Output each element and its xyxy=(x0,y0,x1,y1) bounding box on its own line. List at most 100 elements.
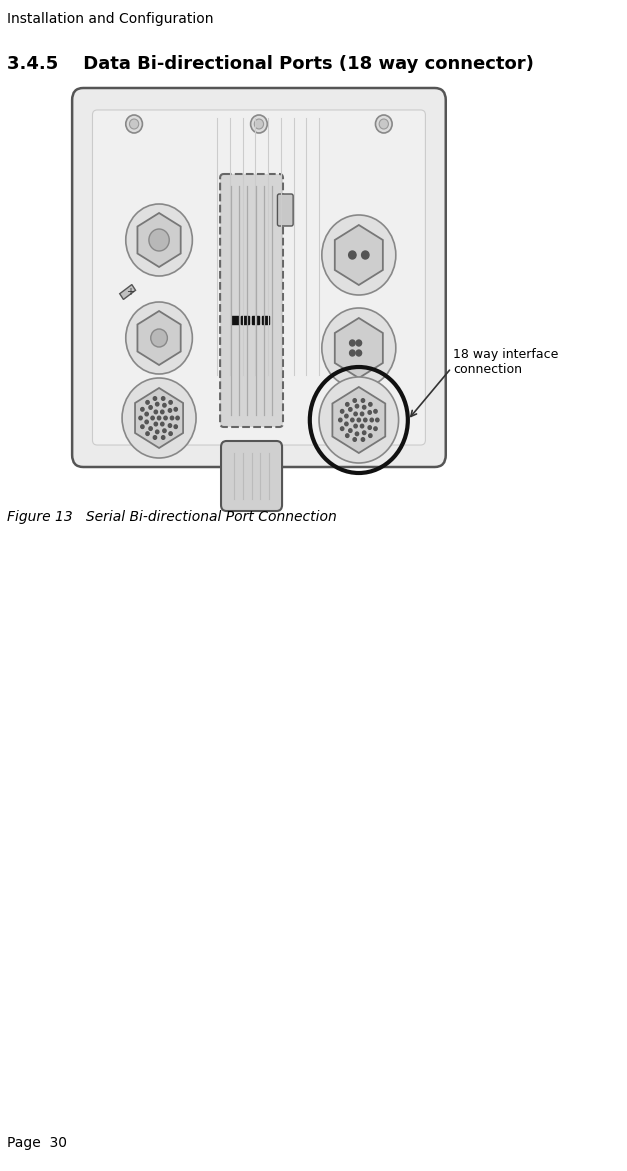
Circle shape xyxy=(354,412,357,416)
Circle shape xyxy=(368,426,371,430)
Circle shape xyxy=(174,425,177,429)
Circle shape xyxy=(374,427,377,431)
Circle shape xyxy=(153,397,157,400)
Circle shape xyxy=(349,408,352,411)
Circle shape xyxy=(154,410,157,413)
Circle shape xyxy=(126,422,142,440)
FancyBboxPatch shape xyxy=(72,88,446,467)
Circle shape xyxy=(163,429,166,432)
Circle shape xyxy=(126,204,192,276)
FancyBboxPatch shape xyxy=(277,194,293,226)
Circle shape xyxy=(340,427,344,431)
Circle shape xyxy=(163,404,166,408)
Circle shape xyxy=(176,416,179,419)
Circle shape xyxy=(162,397,165,400)
Circle shape xyxy=(361,398,365,403)
Circle shape xyxy=(168,409,172,412)
Circle shape xyxy=(345,433,349,438)
Circle shape xyxy=(362,405,366,409)
Circle shape xyxy=(368,411,371,415)
Circle shape xyxy=(350,340,355,345)
Circle shape xyxy=(339,418,342,422)
Text: +: + xyxy=(127,287,134,297)
Text: 3.4.5    Data Bi-directional Ports (18 way connector): 3.4.5 Data Bi-directional Ports (18 way … xyxy=(8,55,534,73)
Circle shape xyxy=(357,418,361,422)
Text: Installation and Configuration: Installation and Configuration xyxy=(8,12,214,26)
Circle shape xyxy=(374,410,377,413)
Circle shape xyxy=(140,408,144,411)
Circle shape xyxy=(345,403,349,406)
Circle shape xyxy=(168,424,172,427)
Circle shape xyxy=(349,429,352,432)
Circle shape xyxy=(145,420,149,424)
FancyBboxPatch shape xyxy=(92,110,425,445)
Circle shape xyxy=(155,430,159,433)
Circle shape xyxy=(322,215,396,295)
Circle shape xyxy=(126,115,142,133)
Circle shape xyxy=(356,350,362,356)
Text: Figure 13   Serial Bi-directional Port Connection: Figure 13 Serial Bi-directional Port Con… xyxy=(8,511,337,523)
Circle shape xyxy=(161,423,164,426)
FancyBboxPatch shape xyxy=(221,441,282,511)
Circle shape xyxy=(356,340,362,345)
Circle shape xyxy=(353,438,356,441)
Circle shape xyxy=(376,422,392,440)
Circle shape xyxy=(164,416,167,419)
Circle shape xyxy=(369,403,372,406)
Circle shape xyxy=(370,418,374,422)
Circle shape xyxy=(376,115,392,133)
Circle shape xyxy=(364,418,367,422)
Circle shape xyxy=(129,426,139,436)
Circle shape xyxy=(353,398,356,403)
Circle shape xyxy=(139,416,142,419)
Bar xyxy=(261,316,269,324)
Circle shape xyxy=(154,423,157,426)
Circle shape xyxy=(161,410,164,413)
Circle shape xyxy=(345,422,348,426)
Circle shape xyxy=(356,432,359,436)
Circle shape xyxy=(354,424,357,427)
Circle shape xyxy=(361,424,364,427)
Circle shape xyxy=(340,410,344,413)
Circle shape xyxy=(322,308,396,388)
Circle shape xyxy=(362,431,366,434)
Circle shape xyxy=(319,377,399,463)
Circle shape xyxy=(174,408,177,411)
Circle shape xyxy=(169,432,172,436)
FancyBboxPatch shape xyxy=(220,174,283,427)
Circle shape xyxy=(350,350,355,356)
Text: 18 way interface
connection: 18 way interface connection xyxy=(453,348,559,376)
Circle shape xyxy=(149,405,152,409)
Circle shape xyxy=(379,119,388,129)
Circle shape xyxy=(361,412,364,416)
Circle shape xyxy=(376,418,379,422)
Circle shape xyxy=(153,436,157,439)
Circle shape xyxy=(255,119,263,129)
Circle shape xyxy=(361,438,365,441)
Circle shape xyxy=(140,425,144,429)
Circle shape xyxy=(356,404,359,408)
Bar xyxy=(251,316,259,324)
Circle shape xyxy=(169,400,172,404)
Circle shape xyxy=(150,329,167,347)
Circle shape xyxy=(349,251,356,259)
Bar xyxy=(231,316,239,324)
Bar xyxy=(241,316,249,324)
Polygon shape xyxy=(120,285,135,300)
Circle shape xyxy=(149,426,152,431)
Circle shape xyxy=(345,415,348,418)
Circle shape xyxy=(145,412,149,416)
Circle shape xyxy=(146,432,149,436)
Circle shape xyxy=(122,378,196,458)
Circle shape xyxy=(155,403,159,406)
Text: Page  30: Page 30 xyxy=(8,1136,67,1150)
Circle shape xyxy=(251,115,267,133)
Circle shape xyxy=(151,416,154,419)
Circle shape xyxy=(126,302,192,374)
Circle shape xyxy=(171,416,174,419)
Circle shape xyxy=(162,436,165,439)
Circle shape xyxy=(369,433,372,438)
Circle shape xyxy=(157,416,161,419)
Circle shape xyxy=(149,230,169,251)
Circle shape xyxy=(379,426,388,436)
